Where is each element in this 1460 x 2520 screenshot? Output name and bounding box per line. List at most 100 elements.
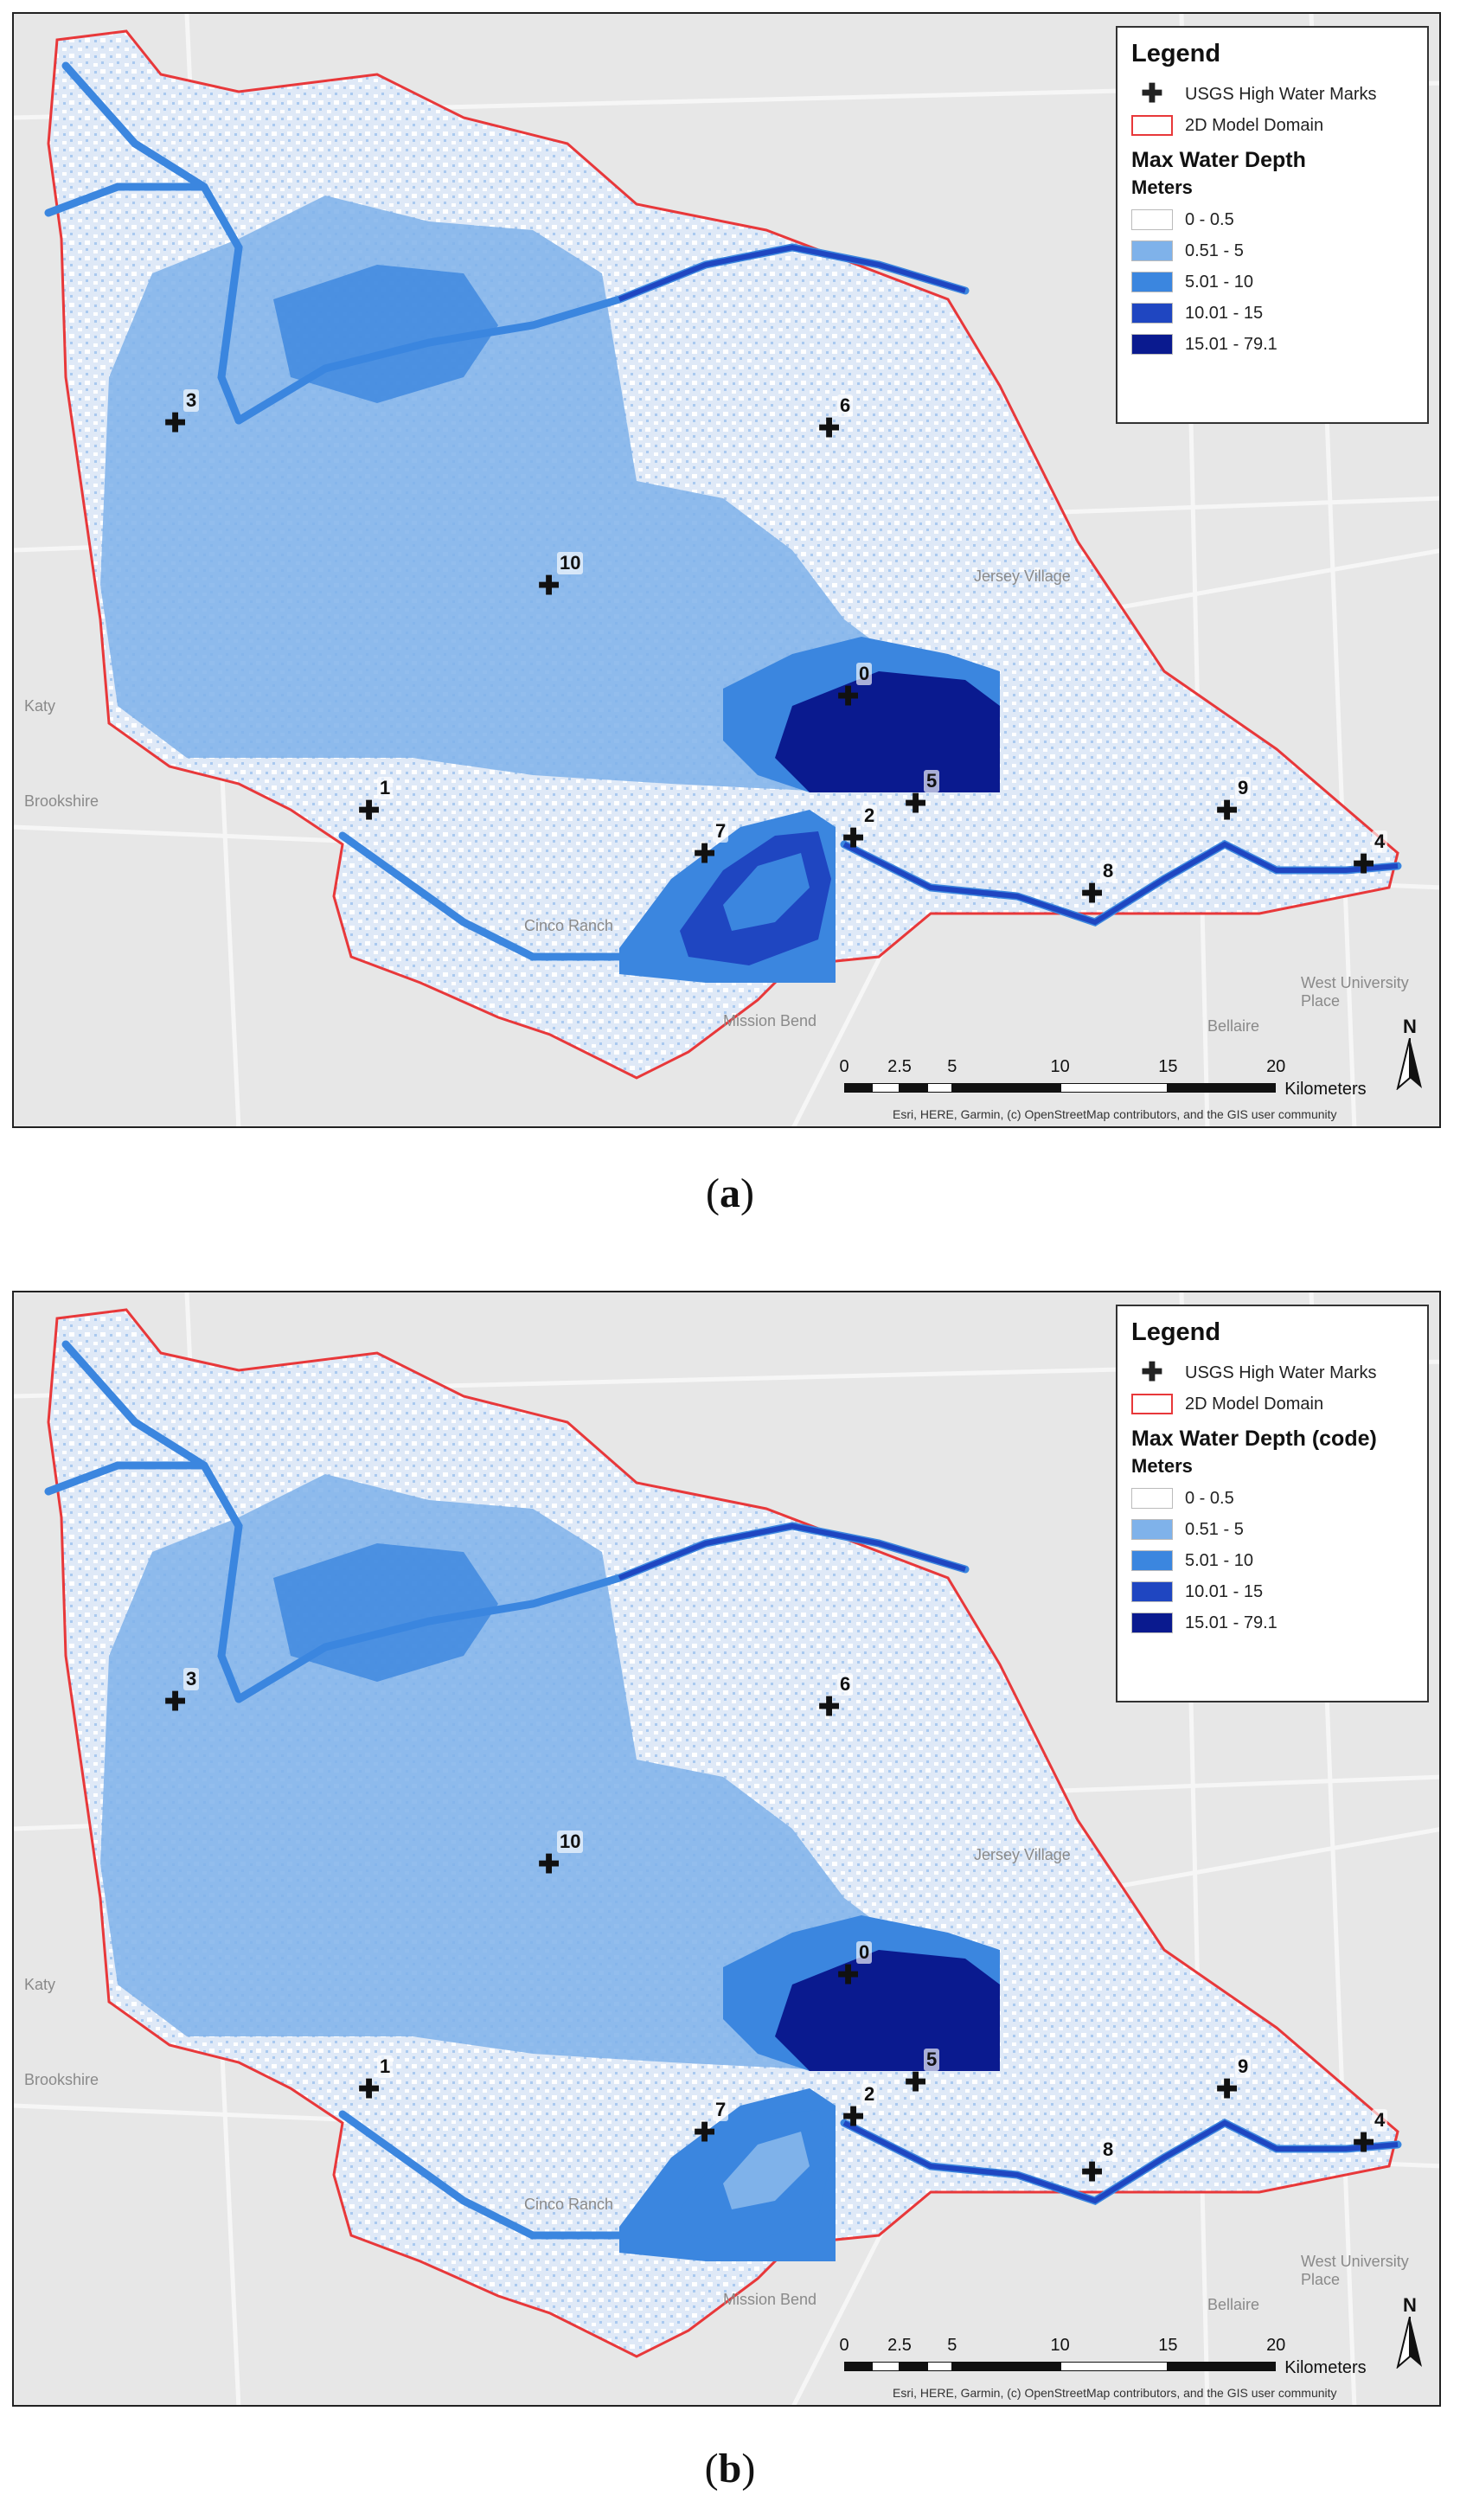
- scale-tick-label: 15: [1158, 1057, 1178, 1076]
- place-name: Cinco Ranch: [524, 917, 614, 934]
- scale-tick-label: 10: [1050, 2336, 1070, 2355]
- legend-row-domain: 2D Model Domain: [1131, 110, 1413, 141]
- legend-class-swatch: [1131, 209, 1173, 230]
- legend-class-label: 0 - 0.5: [1185, 209, 1234, 229]
- scale-segment: [951, 2362, 1060, 2371]
- legend-units: Meters: [1131, 1455, 1193, 1477]
- cross-icon: ✚: [905, 2068, 927, 2097]
- legend-class-label: 0.51 - 5: [1185, 1519, 1244, 1539]
- legend-box: Legend ✚ USGS High Water Marks 2D Model …: [1116, 26, 1429, 424]
- scale-segment: [844, 2362, 872, 2371]
- legend-class-label: 10.01 - 15: [1185, 303, 1264, 323]
- scale-segment: [927, 2362, 952, 2371]
- high-water-mark-label: 9: [1235, 777, 1252, 799]
- reservoir-barker-core: [723, 2132, 810, 2209]
- high-water-mark-label: 9: [1235, 2055, 1252, 2078]
- basemap-credit: Esri, HERE, Garmin, (c) OpenStreetMap co…: [893, 1107, 1337, 1121]
- cross-icon: ✚: [905, 790, 927, 818]
- map-canvas: [14, 14, 1439, 1126]
- legend-class-row: 0.51 - 5: [1131, 235, 1413, 266]
- legend-class-label: 5.01 - 10: [1185, 272, 1253, 292]
- legend-class-label: 15.01 - 79.1: [1185, 1613, 1278, 1632]
- north-label: N: [1403, 1016, 1417, 1037]
- reservoir-addicks-deep: [775, 1950, 1000, 2071]
- legend-class-row: 10.01 - 15: [1131, 298, 1413, 329]
- high-water-mark-label: 6: [837, 1673, 854, 1696]
- legend-class-swatch: [1131, 1581, 1173, 1602]
- high-water-mark-label: 5: [924, 2049, 940, 2071]
- legend-class-row: 5.01 - 10: [1131, 266, 1413, 298]
- scale-segment: [844, 1083, 872, 1093]
- scale-unit: Kilometers: [1284, 2358, 1367, 2377]
- high-water-mark-label: 6: [837, 394, 854, 417]
- cross-icon: ✚: [694, 840, 716, 869]
- high-water-mark-label: 1: [377, 777, 394, 799]
- cross-icon: ✚: [837, 683, 860, 711]
- legend-domain-label: 2D Model Domain: [1185, 1394, 1324, 1414]
- north-arrow-icon: [1396, 1037, 1422, 1091]
- legend-classes: 0 - 0.5 0.51 - 5 5.01 - 10 10.01 - 15 15.01 …: [1131, 204, 1413, 360]
- legend-class-row: 15.01 - 79.1: [1131, 1607, 1413, 1638]
- place-name: Jersey Village: [974, 567, 1071, 585]
- scale-tick-label: 5: [947, 2336, 957, 2355]
- scale-tick-label: 20: [1266, 2336, 1286, 2355]
- scale-segment: [927, 1083, 952, 1093]
- map-panel-a: Legend ✚ USGS High Water Marks 2D Model …: [12, 12, 1441, 1128]
- legend-depth-title: Max Water Depth (code): [1131, 1427, 1377, 1451]
- scale-segment: [872, 2362, 900, 2371]
- cross-icon: ✚: [818, 414, 841, 443]
- place-name: Mission Bend: [723, 2291, 817, 2308]
- legend-class-swatch: [1131, 272, 1173, 292]
- high-water-mark-label: 7: [713, 820, 729, 843]
- legend-class-row: 15.01 - 79.1: [1131, 329, 1413, 360]
- high-water-mark-label: 10: [557, 552, 584, 574]
- cross-icon: ✚: [538, 1850, 560, 1879]
- high-water-mark-label: 3: [183, 389, 200, 412]
- legend-domain-label: 2D Model Domain: [1185, 115, 1324, 135]
- map-canvas: [14, 1292, 1439, 2405]
- legend-class-label: 10.01 - 15: [1185, 1581, 1264, 1601]
- cross-icon: ✚: [842, 2103, 865, 2132]
- place-name: Bellaire: [1207, 2296, 1260, 2313]
- place-name: Jersey Village: [974, 1846, 1071, 1863]
- high-water-mark-label: 1: [377, 2055, 394, 2078]
- legend-class-row: 0 - 0.5: [1131, 1483, 1413, 1514]
- legend-classes: 0 - 0.5 0.51 - 5 5.01 - 10 10.01 - 15 15.01 …: [1131, 1483, 1413, 1638]
- legend-units: Meters: [1131, 176, 1193, 198]
- legend-row-points: ✚ USGS High Water Marks: [1131, 79, 1413, 110]
- cross-icon: ✚: [164, 1688, 187, 1716]
- high-water-mark-label: 8: [1100, 860, 1117, 882]
- high-water-mark-label: 2: [861, 805, 878, 827]
- scale-unit: Kilometers: [1284, 1080, 1367, 1099]
- scale-tick-label: 20: [1266, 1057, 1286, 1076]
- legend-title: Legend: [1131, 1318, 1221, 1346]
- high-water-mark-label: 0: [856, 1941, 873, 1964]
- north-arrow: N: [1394, 1016, 1425, 1094]
- cross-icon: ✚: [837, 1961, 860, 1990]
- legend-class-row: 10.01 - 15: [1131, 1576, 1413, 1607]
- scale-tick-label: 15: [1158, 2336, 1178, 2355]
- north-arrow-icon: [1396, 2316, 1422, 2369]
- place-name: Katy: [24, 1976, 56, 1993]
- legend-box: Legend ✚ USGS High Water Marks 2D Model …: [1116, 1305, 1429, 1702]
- high-water-mark-label: 2: [861, 2083, 878, 2106]
- scale-tick-label: 5: [947, 1057, 957, 1076]
- legend-points-label: USGS High Water Marks: [1185, 1363, 1377, 1382]
- legend-class-swatch: [1131, 1550, 1173, 1571]
- high-water-mark-label: 10: [557, 1831, 584, 1853]
- scale-tick-label: 2.5: [887, 1057, 912, 1076]
- caption-b: (b): [704, 2446, 756, 2491]
- legend-class-swatch: [1131, 1613, 1173, 1633]
- cross-icon: ✚: [358, 2075, 381, 2104]
- place-name: Bellaire: [1207, 1017, 1260, 1035]
- place-name: Mission Bend: [723, 1012, 817, 1029]
- cross-icon: ✚: [1353, 2129, 1375, 2158]
- scale-tick-label: 10: [1050, 1057, 1070, 1076]
- legend-row-points: ✚ USGS High Water Marks: [1131, 1357, 1413, 1388]
- reservoir-barker-core: [723, 853, 810, 931]
- scale-segment: [900, 1083, 927, 1093]
- legend-class-label: 15.01 - 79.1: [1185, 334, 1278, 354]
- place-name: West University Place: [1301, 2253, 1409, 2288]
- scale-segment: [951, 1083, 1060, 1093]
- river-network-deep: [618, 244, 1399, 926]
